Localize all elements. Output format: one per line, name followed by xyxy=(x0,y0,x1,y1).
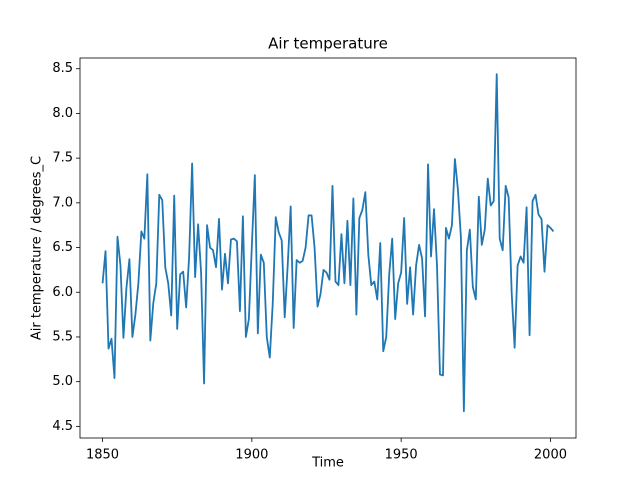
y-tick-label: 4.5 xyxy=(52,419,73,434)
x-tick-label: 1850 xyxy=(86,448,119,463)
y-tick-label: 8.0 xyxy=(52,106,73,121)
y-tick-label: 7.0 xyxy=(52,195,73,210)
y-tick-label: 6.0 xyxy=(52,285,73,300)
plot-frame xyxy=(79,57,577,439)
y-tick-label: 5.5 xyxy=(52,329,73,344)
y-axis-label: Air temperature / degrees_C xyxy=(30,156,45,340)
y-tick-label: 5.0 xyxy=(52,374,73,389)
x-axis-label: Time xyxy=(311,456,344,471)
y-tick-label: 6.5 xyxy=(52,240,73,255)
x-tick-label: 2000 xyxy=(534,448,567,463)
chart-title: Air temperature xyxy=(268,35,388,53)
y-tick-label: 8.5 xyxy=(52,61,73,76)
data-line xyxy=(101,73,555,413)
x-tick-label: 1950 xyxy=(385,448,418,463)
y-tick-label: 7.5 xyxy=(52,151,73,166)
x-tick-label: 1900 xyxy=(235,448,268,463)
